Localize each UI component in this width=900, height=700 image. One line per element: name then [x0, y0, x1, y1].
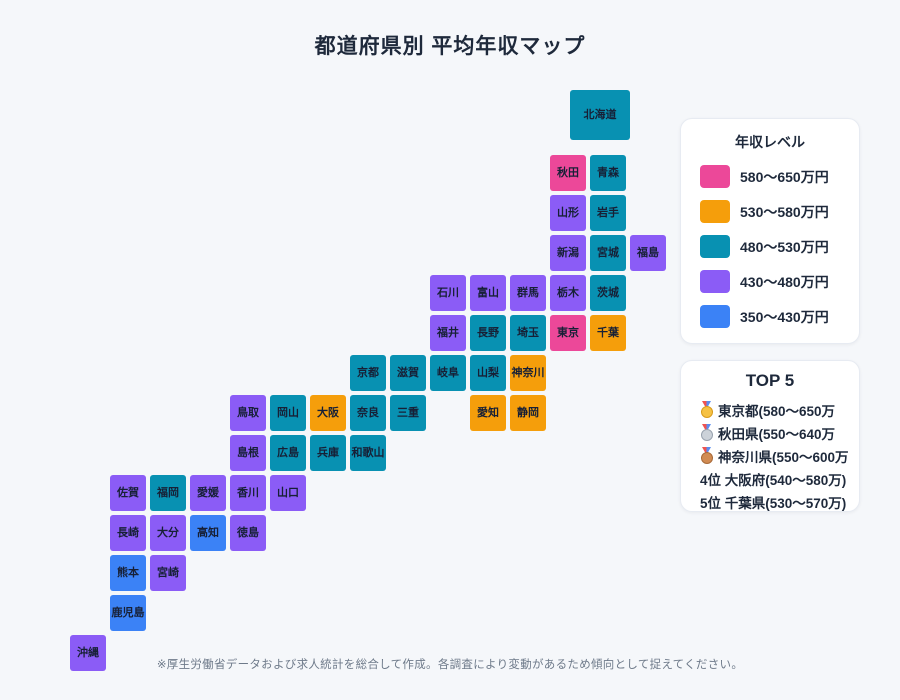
tile-tottori: 鳥取 — [230, 395, 266, 431]
legend-swatch-blue — [700, 305, 730, 328]
silver-medal-icon — [700, 424, 714, 441]
tile-yamaguchi: 山口 — [270, 475, 306, 511]
tile-nagano: 長野 — [470, 315, 506, 351]
tile-kochi: 高知 — [190, 515, 226, 551]
tile-ehime: 愛媛 — [190, 475, 226, 511]
source-disclaimer: ※厚生労働省データおよび求人統計を総合して作成。各調査により変動があるため傾向と… — [156, 659, 744, 671]
tile-okinawa: 沖縄 — [70, 635, 106, 671]
top5-item: 神奈川県(550〜600万 — [700, 444, 859, 467]
tile-kumamoto: 熊本 — [110, 555, 146, 591]
legend-swatch-pink — [700, 165, 730, 188]
top5-label: 秋田県(550〜640万 — [718, 426, 836, 442]
top5-list: 東京都(580〜650万 秋田県(550〜640万 神奈川県(550〜600万 4位 … — [681, 391, 859, 511]
tile-tokyo: 東京 — [550, 315, 586, 351]
bronze-medal-icon — [700, 447, 714, 464]
tile-osaka: 大阪 — [310, 395, 346, 431]
gold-medal-icon — [700, 401, 714, 418]
tile-toyama: 富山 — [470, 275, 506, 311]
legend-item: 530〜580万円 — [700, 200, 859, 223]
top5-title: TOP 5 — [745, 371, 795, 390]
tile-saga: 佐賀 — [110, 475, 146, 511]
tile-kyoto: 京都 — [350, 355, 386, 391]
top5-label: 5位 千葉県(530〜570万) — [700, 495, 847, 511]
top5-item: 秋田県(550〜640万 — [700, 421, 859, 444]
tile-ibaraki: 茨城 — [590, 275, 626, 311]
page-title: 都道府県別 平均年収マップ — [314, 35, 586, 59]
legend-item: 430〜480万円 — [700, 270, 859, 293]
tile-oita: 大分 — [150, 515, 186, 551]
tile-kagawa: 香川 — [230, 475, 266, 511]
legend-item: 480〜530万円 — [700, 235, 859, 258]
legend-swatch-purple — [700, 270, 730, 293]
top5-label: 東京都(580〜650万 — [718, 403, 836, 419]
top5-label: 神奈川県(550〜600万 — [718, 449, 849, 465]
tile-aomori: 青森 — [590, 155, 626, 191]
tile-mie: 三重 — [390, 395, 426, 431]
top5-item: 東京都(580〜650万 — [700, 398, 859, 421]
tile-yamagata: 山形 — [550, 195, 586, 231]
tile-shizuoka: 静岡 — [510, 395, 546, 431]
tile-fukui: 福井 — [430, 315, 466, 351]
tile-yamanashi: 山梨 — [470, 355, 506, 391]
legend-swatch-orange — [700, 200, 730, 223]
tile-nagasaki: 長崎 — [110, 515, 146, 551]
legend-item: 580〜650万円 — [700, 165, 859, 188]
top5-item: 5位 千葉県(530〜570万) — [700, 490, 859, 511]
tile-hokkaido: 北海道 — [570, 90, 630, 140]
tile-nara: 奈良 — [350, 395, 386, 431]
tile-ishikawa: 石川 — [430, 275, 466, 311]
tile-chiba: 千葉 — [590, 315, 626, 351]
tile-iwate: 岩手 — [590, 195, 626, 231]
tile-fukushima: 福島 — [630, 235, 666, 271]
legend-label: 350〜430万円 — [740, 308, 829, 325]
tile-fukuoka: 福岡 — [150, 475, 186, 511]
tile-gunma: 群馬 — [510, 275, 546, 311]
top5-item: 4位 大阪府(540〜580万) — [700, 467, 859, 490]
legend-title: 年収レベル — [735, 134, 805, 150]
tile-niigata: 新潟 — [550, 235, 586, 271]
legend-label: 580〜650万円 — [740, 168, 829, 185]
tile-shiga: 滋賀 — [390, 355, 426, 391]
tile-hyogo: 兵庫 — [310, 435, 346, 471]
tile-aichi: 愛知 — [470, 395, 506, 431]
legend-item: 350〜430万円 — [700, 305, 859, 328]
legend-label: 430〜480万円 — [740, 273, 829, 290]
tile-miyazaki: 宮崎 — [150, 555, 186, 591]
legend-swatch-teal — [700, 235, 730, 258]
top5-label: 4位 大阪府(540〜580万) — [700, 472, 847, 488]
legend-panel: 年収レベル 580〜650万円 530〜580万円 480〜530万円 430〜480… — [680, 118, 860, 344]
tile-shimane: 島根 — [230, 435, 266, 471]
tile-wakayama: 和歌山 — [350, 435, 386, 471]
legend-label: 530〜580万円 — [740, 203, 829, 220]
tile-kagoshima: 鹿児島 — [110, 595, 146, 631]
top5-panel: TOP 5 東京都(580〜650万 秋田県(550〜640万 神奈川県(550〜6… — [680, 360, 860, 512]
tile-tokushima: 徳島 — [230, 515, 266, 551]
tile-okayama: 岡山 — [270, 395, 306, 431]
tile-akita: 秋田 — [550, 155, 586, 191]
tile-miyagi: 宮城 — [590, 235, 626, 271]
tile-hiroshima: 広島 — [270, 435, 306, 471]
tile-saitama: 埼玉 — [510, 315, 546, 351]
tile-kanagawa: 神奈川 — [510, 355, 546, 391]
tile-tochigi: 栃木 — [550, 275, 586, 311]
tile-gifu: 岐阜 — [430, 355, 466, 391]
legend-label: 480〜530万円 — [740, 238, 829, 255]
legend-list: 580〜650万円 530〜580万円 480〜530万円 430〜480万円 350〜… — [681, 152, 859, 328]
